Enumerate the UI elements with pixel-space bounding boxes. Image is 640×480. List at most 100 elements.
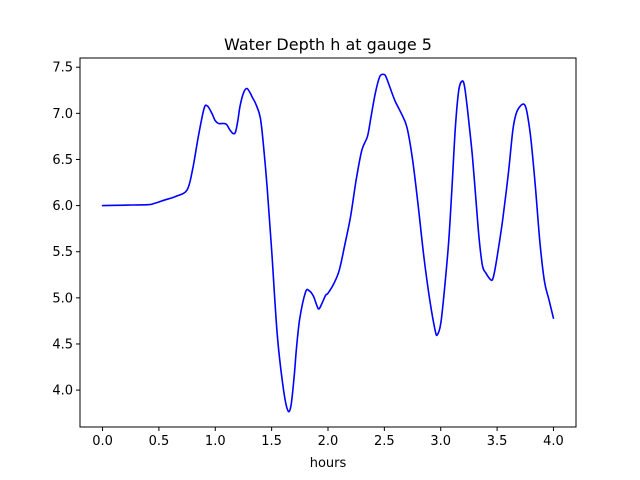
- data-point: [218, 123, 220, 125]
- data-point: [478, 237, 480, 239]
- data-point: [198, 136, 200, 138]
- y-tick-label: 4.5: [52, 337, 73, 352]
- data-point: [471, 154, 473, 156]
- data-point: [186, 189, 188, 191]
- series-line: [101, 73, 555, 413]
- data-point: [344, 244, 346, 246]
- data-point: [482, 265, 484, 267]
- data-point: [548, 299, 550, 301]
- data-point: [263, 148, 265, 150]
- plot-area: [80, 58, 576, 427]
- data-point: [512, 129, 514, 131]
- data-point: [222, 123, 224, 125]
- data-point: [497, 249, 499, 251]
- data-point: [464, 85, 466, 87]
- data-point: [296, 348, 298, 350]
- data-point: [458, 89, 460, 91]
- plot-frame: [79, 57, 577, 428]
- y-axis: 4.0 4.5 5.0 5.5 6.0 6.5 7.0 7.5: [52, 61, 80, 399]
- data-point: [147, 204, 149, 206]
- data-point: [379, 76, 381, 78]
- data-point: [437, 334, 439, 336]
- data-point: [192, 168, 194, 170]
- x-tick-label: 2.0: [318, 434, 339, 449]
- data-point: [305, 292, 307, 294]
- data-point: [389, 87, 391, 89]
- data-point: [384, 74, 386, 76]
- data-point: [237, 120, 239, 122]
- data-point: [211, 113, 213, 115]
- data-point: [255, 103, 257, 105]
- y-tick-label: 4.0: [52, 384, 73, 399]
- data-point: [207, 105, 209, 107]
- data-point: [412, 159, 414, 161]
- data-point: [350, 216, 352, 218]
- data-point: [355, 179, 357, 181]
- data-point: [508, 173, 510, 175]
- data-point: [406, 126, 408, 128]
- data-point: [393, 96, 395, 98]
- data-point: [239, 105, 241, 107]
- data-point: [249, 92, 251, 94]
- data-point: [494, 269, 496, 271]
- data-point: [260, 117, 262, 119]
- data-point: [271, 249, 273, 251]
- data-point: [235, 131, 237, 133]
- data-point: [175, 196, 177, 198]
- data-point: [440, 323, 442, 325]
- data-point: [293, 375, 295, 377]
- y-tick-label: 5.0: [52, 291, 73, 306]
- y-tick-label: 6.0: [52, 199, 73, 214]
- data-point: [429, 297, 431, 299]
- x-tick-label: 0.5: [149, 434, 170, 449]
- data-point: [308, 290, 310, 292]
- data-point: [455, 126, 457, 128]
- data-point: [338, 269, 340, 271]
- x-tick-label: 3.5: [487, 434, 508, 449]
- data-point: [451, 186, 453, 188]
- data-point: [233, 133, 235, 135]
- y-tick-label: 7.5: [52, 61, 73, 76]
- data-point: [502, 219, 504, 221]
- data-point: [276, 334, 278, 336]
- data-point: [325, 294, 327, 296]
- data-point: [535, 186, 537, 188]
- data-point: [214, 120, 216, 122]
- data-point: [475, 196, 477, 198]
- data-point: [443, 292, 445, 294]
- data-point: [522, 103, 524, 105]
- data-point: [252, 97, 254, 99]
- data-point: [124, 204, 126, 206]
- data-point: [400, 113, 402, 115]
- x-tick-label: 3.0: [430, 434, 451, 449]
- chart-title: Water Depth h at gauge 5: [224, 35, 432, 54]
- data-point: [266, 186, 268, 188]
- data-point: [468, 122, 470, 124]
- data-point: [375, 92, 377, 94]
- data-point: [530, 138, 532, 140]
- data-point: [299, 317, 301, 319]
- x-tick-label: 1.5: [261, 434, 282, 449]
- data-point: [544, 280, 546, 282]
- data-point: [367, 136, 369, 138]
- data-point: [434, 329, 436, 331]
- data-point: [229, 129, 231, 131]
- data-point: [316, 304, 318, 306]
- x-axis-label: hours: [310, 456, 347, 471]
- data-point: [423, 256, 425, 258]
- data-point: [361, 149, 363, 151]
- series-layer: [101, 73, 555, 413]
- data-point: [370, 117, 372, 119]
- data-point: [466, 101, 468, 103]
- y-tick-label: 5.5: [52, 245, 73, 260]
- data-point: [164, 199, 166, 201]
- data-point: [287, 409, 289, 411]
- data-point: [246, 88, 248, 90]
- data-point: [485, 272, 487, 274]
- data-point: [290, 406, 292, 408]
- data-point: [515, 113, 517, 115]
- data-point: [553, 317, 555, 319]
- data-point: [327, 292, 329, 294]
